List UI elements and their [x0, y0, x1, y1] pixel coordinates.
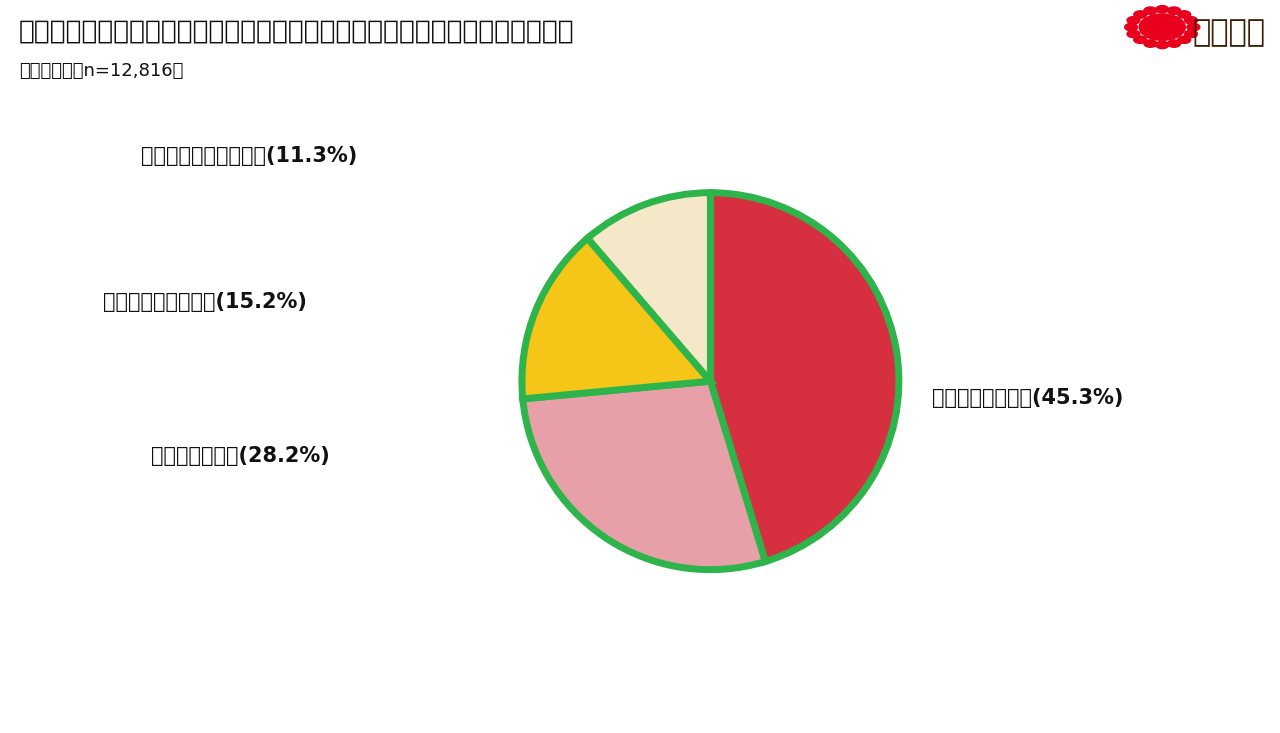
Text: トクバイ: トクバイ	[1193, 18, 1266, 48]
Text: （単一回答、n=12,816）: （単一回答、n=12,816）	[19, 62, 183, 81]
Text: まったく困っていない(11.3%): まったく困っていない(11.3%)	[142, 146, 357, 166]
Text: 現在の米不足・値上がりに「困っている」
（73.5%）: 現在の米不足・値上がりに「困っている」 （73.5%）	[403, 639, 672, 699]
Wedge shape	[522, 381, 765, 570]
Wedge shape	[588, 193, 710, 381]
Wedge shape	[522, 238, 710, 399]
Text: 少し困っている(28.2%): 少し困っている(28.2%)	[151, 446, 329, 466]
Wedge shape	[710, 193, 899, 561]
Text: とても困っている(45.3%): とても困っている(45.3%)	[932, 388, 1123, 408]
Text: あまり困っていない(15.2%): あまり困っていない(15.2%)	[102, 292, 307, 312]
Text: 現在の「米が入手しづらい」「米が値上がりしている」状況に困っていますか: 現在の「米が入手しづらい」「米が値上がりしている」状況に困っていますか	[19, 18, 575, 44]
